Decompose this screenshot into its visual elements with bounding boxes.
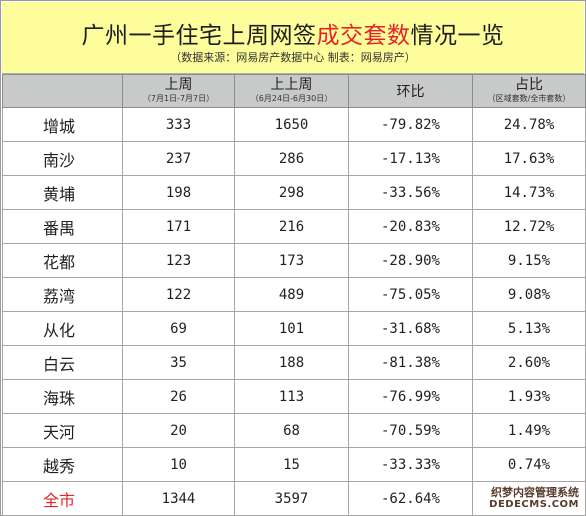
last-week-cell: 123 bbox=[122, 243, 235, 278]
district-cell: 黄埔 bbox=[2, 175, 123, 210]
title-banner: 广州一手住宅上周网签成交套数情况一览 （数据来源：网易房产数据中心 制表：网易房… bbox=[2, 2, 584, 74]
district-cell: 从化 bbox=[2, 311, 123, 346]
share-cell: 9.15% bbox=[472, 243, 586, 278]
header-share-label: 占比 bbox=[515, 77, 543, 93]
table-row: 番禺 171 216 -20.83% 12.72% bbox=[2, 209, 586, 244]
last-week-cell: 20 bbox=[122, 413, 235, 448]
last-week-cell: 35 bbox=[122, 345, 235, 380]
header-row: 上周 （7月1日-7月7日） 上上周 （6月24日-6月30日） 环比 占比 （… bbox=[2, 74, 586, 108]
title-suffix: 情况一览 bbox=[410, 23, 505, 49]
share-cell: 24.78% bbox=[472, 107, 586, 142]
sales-table: 上周 （7月1日-7月7日） 上上周 （6月24日-6月30日） 环比 占比 （… bbox=[2, 74, 586, 516]
table-row: 海珠 26 113 -76.99% 1.93% bbox=[2, 379, 586, 414]
district-cell: 白云 bbox=[2, 345, 123, 380]
district-cell: 越秀 bbox=[2, 447, 123, 482]
header-share: 占比 （区域套数/全市套数） bbox=[472, 74, 586, 108]
title-prefix: 广州一手住宅上周网签 bbox=[81, 23, 317, 49]
watermark-line1: 织梦内容管理系统 bbox=[491, 486, 579, 499]
prev-week-cell: 188 bbox=[234, 345, 349, 380]
total-change-cell: -62.64% bbox=[348, 481, 473, 516]
change-cell: -17.13% bbox=[348, 141, 473, 176]
change-cell: -75.05% bbox=[348, 277, 473, 312]
prev-week-cell: 113 bbox=[234, 379, 349, 414]
district-cell: 海珠 bbox=[2, 379, 123, 414]
table-row: 从化 69 101 -31.68% 5.13% bbox=[2, 311, 586, 346]
last-week-cell: 122 bbox=[122, 277, 235, 312]
share-cell: 17.63% bbox=[472, 141, 586, 176]
change-cell: -31.68% bbox=[348, 311, 473, 346]
share-cell: 1.49% bbox=[472, 413, 586, 448]
header-last-week-label: 上周 bbox=[164, 77, 193, 93]
page-title: 广州一手住宅上周网签成交套数情况一览 bbox=[2, 16, 584, 50]
header-share-note: （区域套数/全市套数） bbox=[487, 94, 571, 103]
change-cell: -33.33% bbox=[348, 447, 473, 482]
change-cell: -81.38% bbox=[348, 345, 473, 380]
district-cell: 花都 bbox=[2, 243, 123, 278]
table-row: 黄埔 198 298 -33.56% 14.73% bbox=[2, 175, 586, 210]
prev-week-cell: 101 bbox=[234, 311, 349, 346]
district-cell: 南沙 bbox=[2, 141, 123, 176]
last-week-cell: 69 bbox=[122, 311, 235, 346]
prev-week-cell: 173 bbox=[234, 243, 349, 278]
change-cell: -20.83% bbox=[348, 209, 473, 244]
table-row: 增城 333 1650 -79.82% 24.78% bbox=[2, 107, 586, 142]
table-row: 越秀 10 15 -33.33% 0.74% bbox=[2, 447, 586, 482]
table-row: 南沙 237 286 -17.13% 17.63% bbox=[2, 141, 586, 176]
district-cell: 番禺 bbox=[2, 209, 123, 244]
prev-week-cell: 286 bbox=[234, 141, 349, 176]
change-cell: -33.56% bbox=[348, 175, 473, 210]
change-cell: -76.99% bbox=[348, 379, 473, 414]
share-cell: 5.13% bbox=[472, 311, 586, 346]
district-cell: 天河 bbox=[2, 413, 123, 448]
last-week-cell: 26 bbox=[122, 379, 235, 414]
table-row: 花都 123 173 -28.90% 9.15% bbox=[2, 243, 586, 278]
table-row: 白云 35 188 -81.38% 2.60% bbox=[2, 345, 586, 380]
total-label-cell: 全市 bbox=[2, 481, 123, 516]
total-row: 全市 1344 3597 -62.64% bbox=[2, 481, 586, 516]
table-row: 荔湾 122 489 -75.05% 9.08% bbox=[2, 277, 586, 312]
district-cell: 增城 bbox=[2, 107, 123, 142]
watermark: 织梦内容管理系统 DEDECMS.COM bbox=[471, 487, 579, 511]
table-body: 增城 333 1650 -79.82% 24.78% 南沙 237 286 -17.13% 17… bbox=[2, 107, 586, 516]
header-prev-week: 上上周 （6月24日-6月30日） bbox=[234, 74, 349, 108]
header-last-week-range: （7月1日-7月7日） bbox=[142, 94, 215, 103]
header-prev-week-range: （6月24日-6月30日） bbox=[250, 94, 333, 103]
header-district bbox=[2, 74, 123, 108]
total-prev-week-cell: 3597 bbox=[234, 481, 349, 516]
last-week-cell: 198 bbox=[122, 175, 235, 210]
last-week-cell: 333 bbox=[122, 107, 235, 142]
share-cell: 1.93% bbox=[472, 379, 586, 414]
share-cell: 0.74% bbox=[472, 447, 586, 482]
district-cell: 荔湾 bbox=[2, 277, 123, 312]
last-week-cell: 237 bbox=[122, 141, 235, 176]
share-cell: 9.08% bbox=[472, 277, 586, 312]
share-cell: 14.73% bbox=[472, 175, 586, 210]
watermark-line2: DEDECMS.COM bbox=[489, 499, 579, 510]
prev-week-cell: 15 bbox=[234, 447, 349, 482]
total-share-cell bbox=[472, 481, 586, 516]
header-prev-week-label: 上上周 bbox=[270, 77, 313, 93]
prev-week-cell: 68 bbox=[234, 413, 349, 448]
total-last-week-cell: 1344 bbox=[122, 481, 235, 516]
last-week-cell: 10 bbox=[122, 447, 235, 482]
title-highlight: 成交套数 bbox=[316, 23, 411, 49]
prev-week-cell: 1650 bbox=[234, 107, 349, 142]
prev-week-cell: 489 bbox=[234, 277, 349, 312]
share-cell: 2.60% bbox=[472, 345, 586, 380]
header-change-label: 环比 bbox=[396, 84, 425, 100]
prev-week-cell: 298 bbox=[234, 175, 349, 210]
prev-week-cell: 216 bbox=[234, 209, 349, 244]
change-cell: -28.90% bbox=[348, 243, 473, 278]
header-last-week: 上周 （7月1日-7月7日） bbox=[122, 74, 235, 108]
last-week-cell: 171 bbox=[122, 209, 235, 244]
table-row: 天河 20 68 -70.59% 1.49% bbox=[2, 413, 586, 448]
share-cell: 12.72% bbox=[472, 209, 586, 244]
change-cell: -79.82% bbox=[348, 107, 473, 142]
change-cell: -70.59% bbox=[348, 413, 473, 448]
header-change: 环比 bbox=[348, 74, 473, 108]
source-note: （数据来源：网易房产数据中心 制表：网易房产） bbox=[170, 51, 416, 64]
